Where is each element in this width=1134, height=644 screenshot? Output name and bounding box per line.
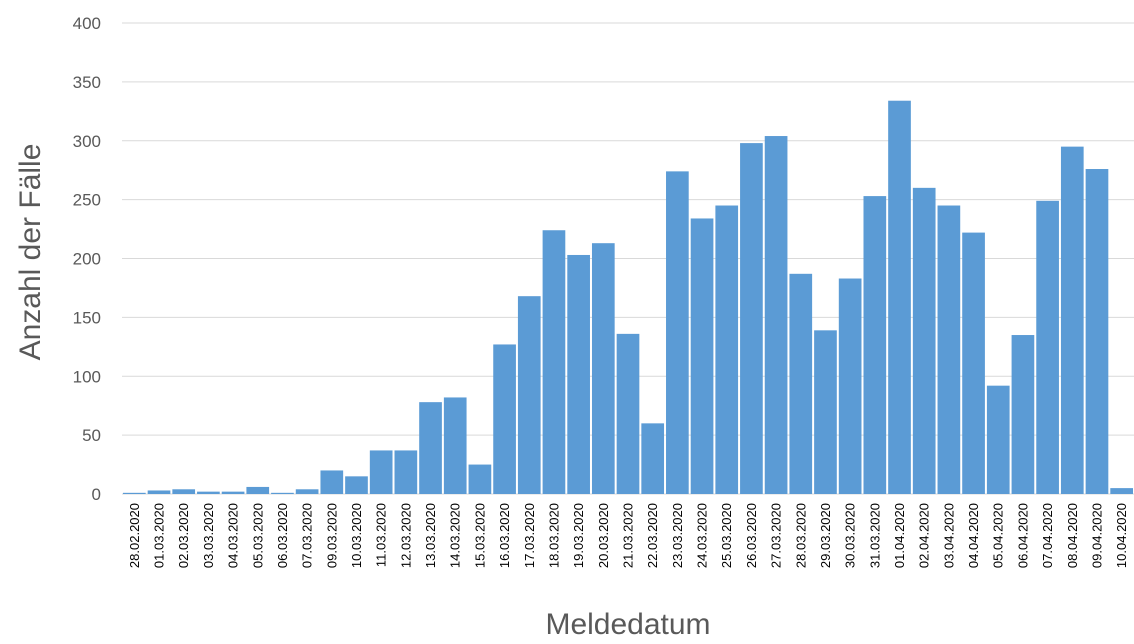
x-tick-label: 28.03.2020 [793, 503, 808, 568]
x-tick-label: 02.04.2020 [917, 503, 932, 568]
x-tick-label: 09.03.2020 [324, 503, 339, 568]
x-tick-label: 04.03.2020 [226, 503, 241, 568]
bar [517, 296, 541, 494]
bar [320, 470, 344, 494]
x-tick-label: 21.03.2020 [621, 503, 636, 568]
y-tick-label: 200 [73, 250, 101, 269]
bars [123, 100, 1133, 495]
bar [838, 278, 862, 494]
x-tick-label: 20.03.2020 [596, 503, 611, 568]
x-tick-label: 01.04.2020 [892, 503, 907, 568]
x-tick-label: 25.03.2020 [719, 503, 734, 568]
bar [888, 100, 911, 494]
y-tick-label: 300 [73, 132, 101, 151]
x-tick-label: 13.03.2020 [423, 503, 438, 568]
x-tick-label: 27.03.2020 [769, 503, 784, 568]
y-tick-label: 400 [73, 14, 101, 33]
bar [1011, 335, 1035, 494]
bar [715, 205, 739, 494]
x-tick-label: 10.03.2020 [349, 503, 364, 568]
bar [641, 423, 665, 494]
bar [740, 143, 763, 495]
bar [937, 205, 961, 494]
bar [271, 492, 294, 494]
y-tick-label: 150 [73, 308, 101, 327]
x-tick-label: 18.03.2020 [546, 503, 561, 568]
x-axis-ticks: 28.02.2020 01.03.2020 02.03.2020 03.03.2020… [127, 503, 1129, 568]
y-axis-title: Anzahl der Fälle [14, 144, 47, 361]
bar [986, 385, 1010, 494]
bar [690, 218, 714, 494]
bar [567, 254, 590, 494]
x-tick-label: 16.03.2020 [497, 503, 512, 568]
x-tick-label: 29.03.2020 [818, 503, 833, 568]
x-tick-label: 30.03.2020 [843, 503, 858, 568]
gridlines [122, 22, 1134, 495]
x-tick-label: 03.04.2020 [941, 503, 956, 568]
bar [147, 490, 171, 494]
bar [764, 136, 788, 495]
bar [912, 187, 936, 494]
x-tick-label: 14.03.2020 [448, 503, 463, 568]
bar [221, 491, 245, 494]
x-tick-label: 31.03.2020 [867, 503, 882, 568]
x-tick-label: 15.03.2020 [472, 503, 487, 568]
y-tick-label: 0 [92, 485, 101, 504]
x-tick-label: 17.03.2020 [522, 503, 537, 568]
x-tick-label: 04.04.2020 [966, 503, 981, 568]
x-tick-label: 10.04.2020 [1114, 503, 1129, 568]
x-tick-label: 05.04.2020 [991, 503, 1006, 568]
bar [591, 243, 615, 494]
bar [246, 486, 270, 494]
bar [666, 171, 689, 495]
x-tick-label: 23.03.2020 [670, 503, 685, 568]
bar [1036, 200, 1059, 495]
x-tick-label: 05.03.2020 [250, 503, 265, 568]
bar [1060, 146, 1084, 494]
x-tick-label: 06.03.2020 [275, 503, 290, 568]
x-axis-title: Meldedatum [545, 608, 710, 641]
bar [443, 397, 467, 494]
y-tick-label: 350 [73, 73, 101, 92]
x-tick-label: 19.03.2020 [571, 503, 586, 568]
x-tick-label: 24.03.2020 [695, 503, 710, 568]
bar [616, 333, 640, 494]
x-tick-label: 09.04.2020 [1089, 503, 1104, 568]
x-tick-label: 26.03.2020 [744, 503, 759, 568]
y-axis-ticks: 0 50 100 150 200 250 300 350 400 [73, 14, 101, 504]
bar [863, 196, 887, 494]
x-tick-label: 02.03.2020 [176, 503, 191, 568]
x-tick-label: 01.03.2020 [152, 503, 167, 568]
bar [172, 489, 196, 494]
bar [419, 402, 442, 494]
x-tick-label: 07.03.2020 [300, 503, 315, 568]
bar [369, 450, 393, 494]
x-tick-label: 08.04.2020 [1065, 503, 1080, 568]
x-tick-label: 11.03.2020 [374, 503, 389, 567]
bar [1085, 169, 1109, 494]
bar [542, 230, 566, 495]
bar [962, 232, 985, 494]
x-tick-label: 12.03.2020 [398, 503, 413, 568]
x-tick-label: 03.03.2020 [201, 503, 216, 568]
bar [345, 476, 368, 494]
bar [1110, 488, 1133, 494]
x-tick-label: 07.04.2020 [1040, 503, 1055, 568]
bar [814, 330, 837, 494]
x-tick-label: 28.02.2020 [127, 503, 142, 568]
x-tick-label: 06.04.2020 [1015, 503, 1030, 568]
y-tick-label: 50 [82, 426, 101, 445]
x-tick-label: 22.03.2020 [645, 503, 660, 568]
bar [468, 464, 492, 494]
y-tick-label: 100 [73, 367, 101, 386]
bar [394, 450, 418, 494]
y-tick-label: 250 [73, 191, 101, 210]
bar [295, 489, 319, 494]
bar [123, 492, 146, 494]
bar [493, 344, 516, 494]
bar [197, 491, 220, 494]
bar [789, 273, 813, 494]
